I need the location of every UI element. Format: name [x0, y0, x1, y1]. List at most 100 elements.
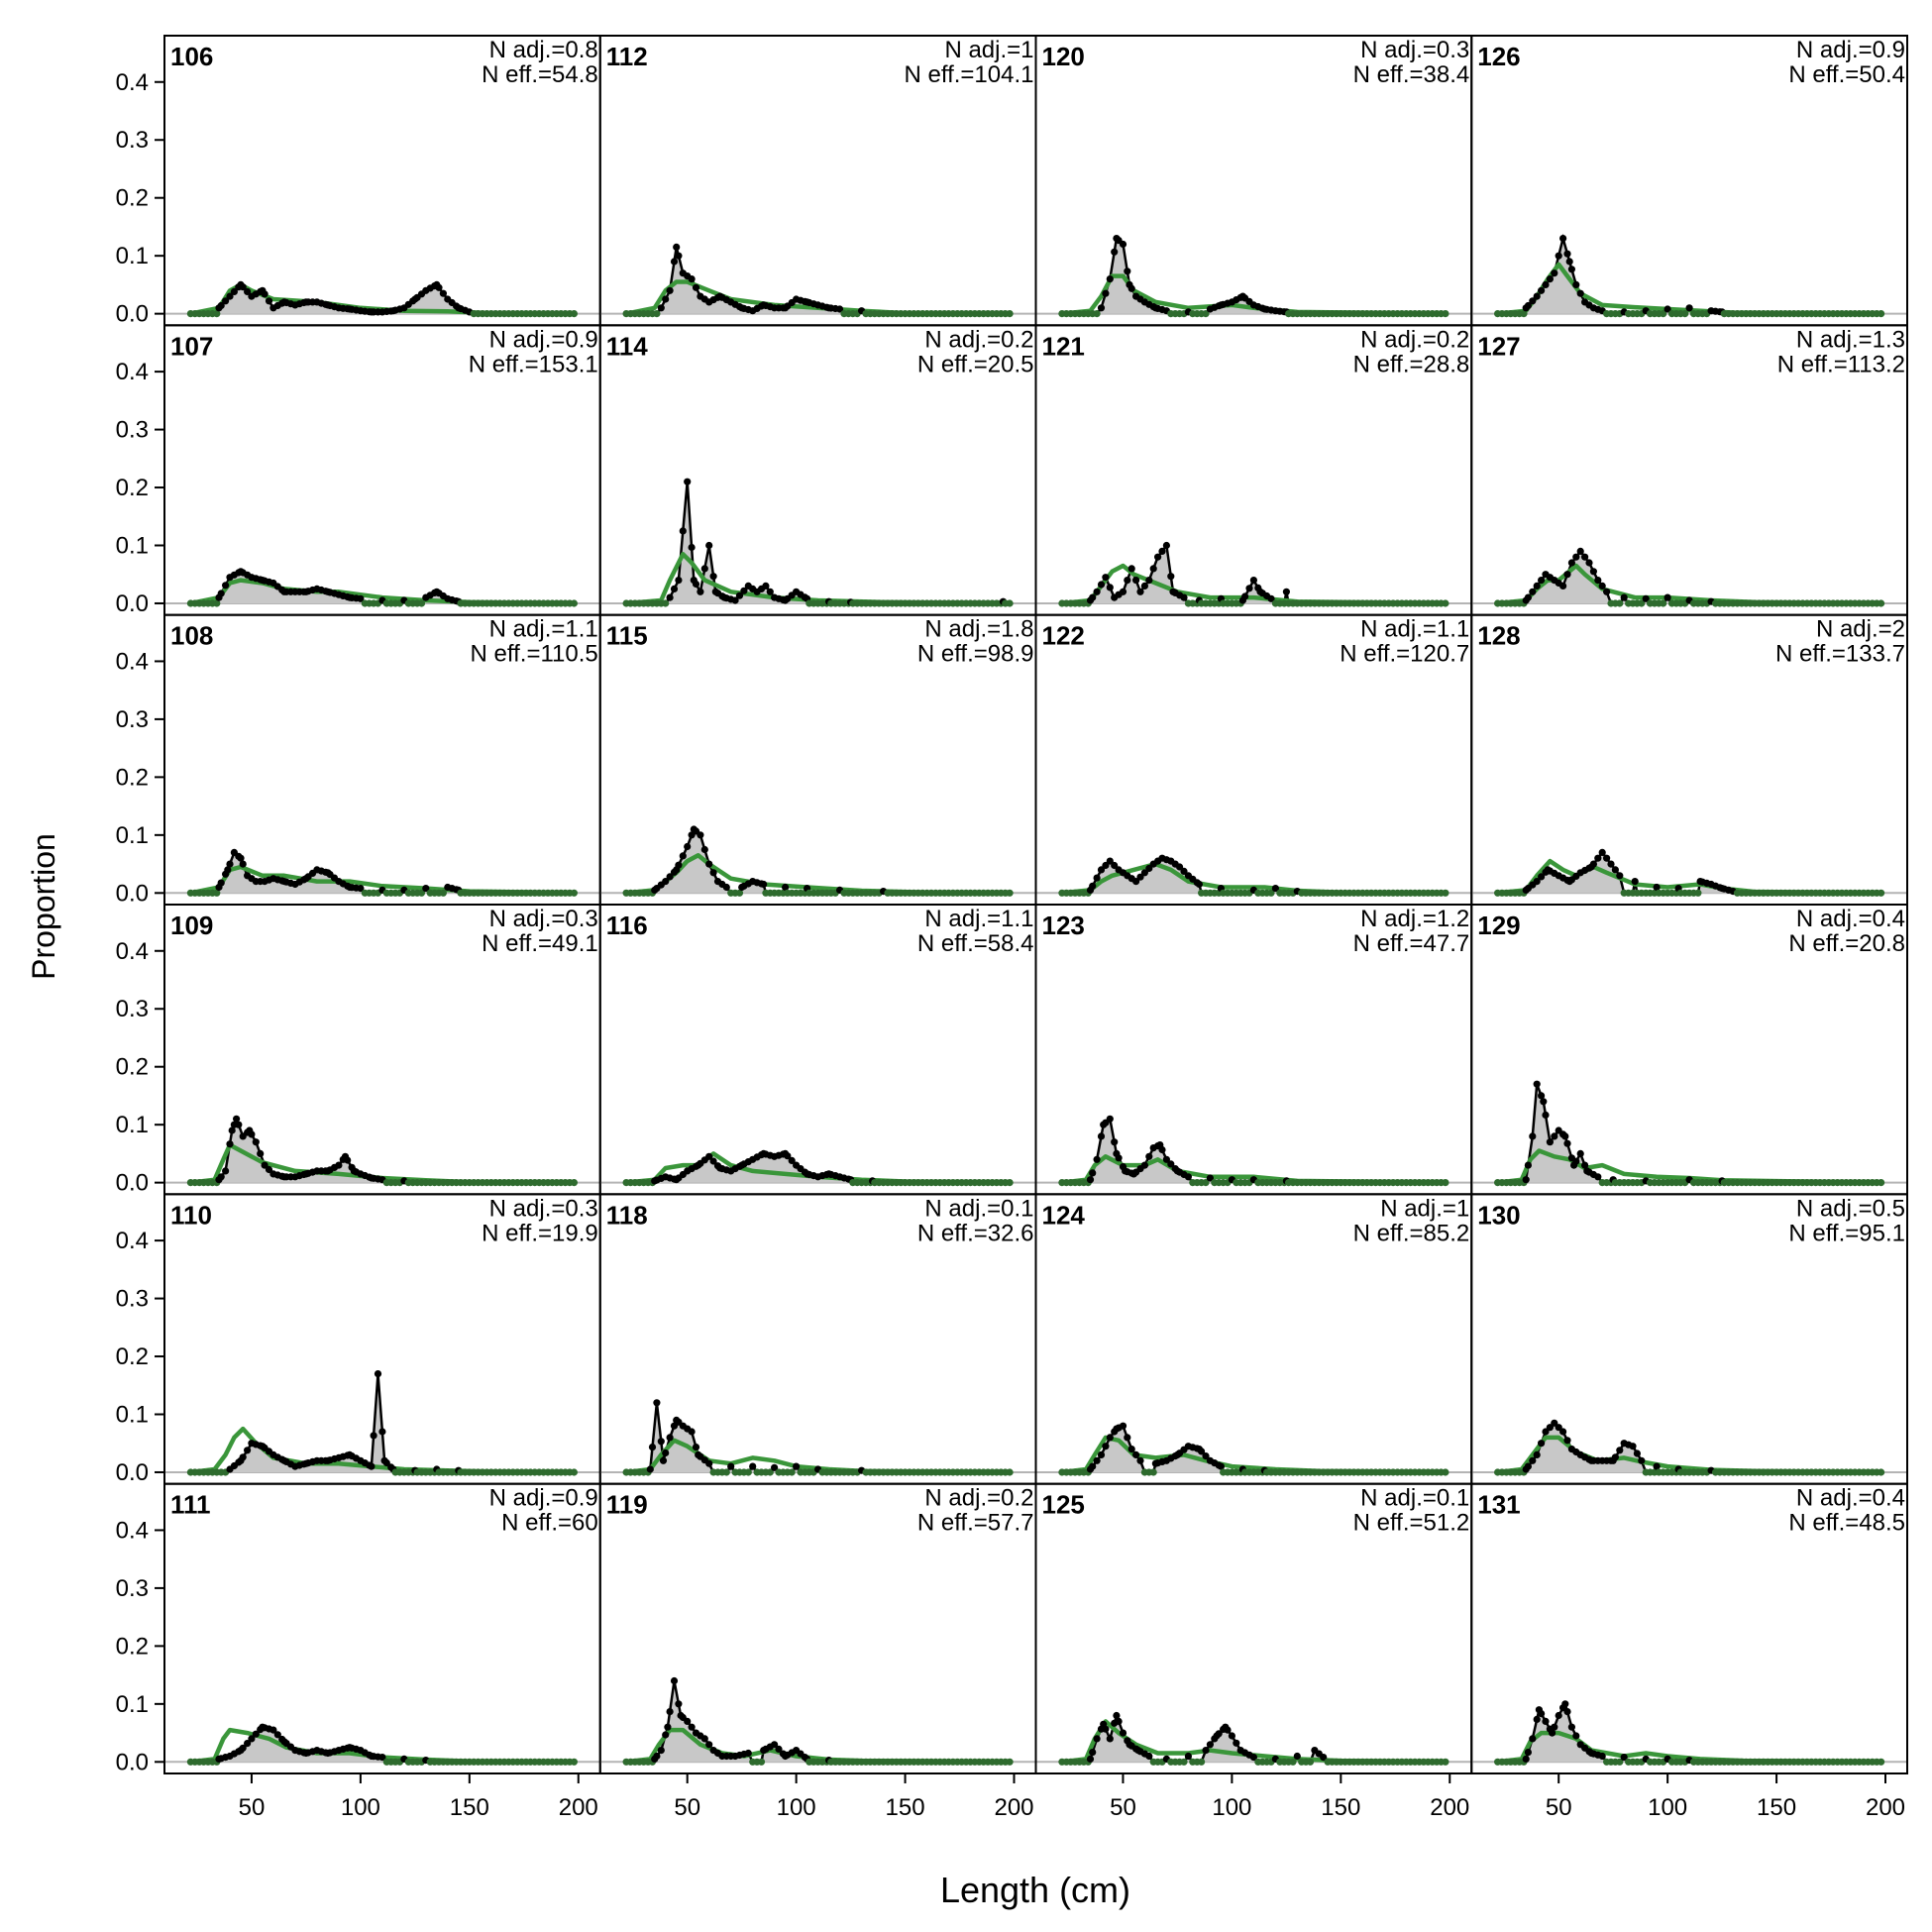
- observed-point: [1524, 1749, 1532, 1757]
- observed-point: [1551, 269, 1558, 277]
- observed-point: [217, 879, 225, 887]
- n-eff-label: N eff.=120.7: [1340, 641, 1469, 668]
- y-tick-label: 0.4: [116, 1517, 149, 1544]
- observed-point: [1180, 593, 1188, 601]
- observed-point: [1271, 885, 1279, 893]
- n-adj-label: N adj.=0.2: [924, 326, 1033, 353]
- observed-point: [1561, 1700, 1569, 1708]
- observed-point: [766, 1468, 774, 1476]
- n-eff-label: N eff.=28.8: [1353, 351, 1470, 377]
- observed-point: [1206, 1741, 1214, 1749]
- y-tick-label: 0.2: [116, 1343, 149, 1370]
- n-adj-label: N adj.=0.4: [1796, 1485, 1905, 1512]
- observed-point: [265, 297, 273, 305]
- observed-point: [1563, 1437, 1571, 1445]
- observed-point: [217, 590, 225, 597]
- observed-point: [1551, 1132, 1558, 1140]
- observed-point: [1878, 1758, 1885, 1766]
- panel-126: 126 N adj.=0.9N eff.=50.4: [1470, 35, 1908, 327]
- observed-point: [1167, 1160, 1175, 1168]
- panel-127: 127 N adj.=1.3N eff.=113.2: [1470, 324, 1908, 616]
- panel-title: 119: [606, 1490, 648, 1520]
- observed-point: [700, 1735, 708, 1743]
- observed-point: [664, 1723, 672, 1731]
- panel-title: 129: [1477, 911, 1520, 940]
- observed-point: [1585, 559, 1593, 567]
- x-tick-label: 100: [777, 1794, 816, 1821]
- n-eff-label: N eff.=32.6: [917, 1220, 1034, 1246]
- observed-area: [190, 1373, 575, 1472]
- y-tick-label: 0.1: [116, 822, 149, 849]
- observed-point: [1089, 1169, 1097, 1177]
- observed-point: [1113, 1711, 1121, 1720]
- observed-point: [692, 283, 700, 291]
- observed-point: [1633, 1449, 1641, 1457]
- expected-line: [1061, 1154, 1446, 1185]
- observed-point: [1542, 280, 1550, 288]
- x-axis-col-2: 50 100 150 200: [674, 1772, 1034, 1821]
- observed-point: [252, 1138, 260, 1146]
- panel-title: 116: [606, 911, 648, 940]
- observed-point: [670, 258, 679, 266]
- observed-point: [666, 873, 674, 881]
- observed-point: [1198, 1448, 1206, 1455]
- panel-title: 127: [1477, 331, 1520, 361]
- observed-point: [1878, 1468, 1885, 1476]
- observed-point: [378, 1754, 386, 1762]
- observed-point: [1136, 588, 1144, 595]
- n-eff-label: N eff.=110.5: [471, 641, 598, 668]
- y-axis-row-2: 0.0 0.1 0.2 0.3 0.4: [116, 359, 165, 617]
- observed-point: [744, 1749, 752, 1758]
- x-tick-label: 150: [450, 1794, 489, 1821]
- panel-title: 126: [1477, 42, 1520, 71]
- observed-point: [1102, 1725, 1110, 1733]
- panel-107: 107 N adj.=0.9N eff.=153.1: [163, 324, 601, 616]
- observed-area: [190, 1119, 575, 1183]
- observed-area: [626, 482, 1011, 603]
- observed-point: [762, 582, 770, 590]
- observed-point: [239, 860, 247, 868]
- observed-point: [684, 478, 692, 485]
- observed-point: [1089, 1462, 1097, 1470]
- observed-point: [1102, 574, 1110, 582]
- observed-point: [222, 297, 230, 305]
- observed-point: [735, 591, 744, 599]
- n-adj-label: N adj.=0.4: [1796, 906, 1905, 932]
- observed-point: [239, 283, 247, 291]
- observed-point: [662, 599, 670, 607]
- observed-area: [626, 829, 1011, 894]
- observed-point: [1442, 599, 1449, 607]
- panel-title: 108: [170, 621, 213, 651]
- observed-point: [261, 1161, 268, 1169]
- panel-122: 122 N adj.=1.1N eff.=120.7: [1034, 613, 1473, 907]
- observed-point: [1102, 289, 1110, 297]
- observed-point: [1442, 889, 1449, 897]
- observed-point: [662, 878, 670, 886]
- observed-point: [1576, 289, 1584, 297]
- observed-point: [1442, 310, 1449, 318]
- observed-point: [697, 831, 704, 839]
- y-tick-label: 0.0: [116, 301, 149, 328]
- observed-point: [230, 287, 238, 295]
- observed-point: [269, 1726, 277, 1734]
- observed-point: [439, 889, 447, 897]
- observed-point: [1132, 577, 1140, 585]
- observed-point: [374, 1370, 382, 1378]
- observed-point: [1206, 1174, 1214, 1182]
- observed-point: [1616, 1758, 1624, 1766]
- x-tick-label: 50: [674, 1794, 700, 1821]
- observed-point: [1086, 1755, 1095, 1763]
- observed-point: [237, 854, 245, 862]
- observed-point: [1106, 1434, 1114, 1442]
- y-tick-label: 0.4: [116, 359, 149, 385]
- observed-point: [217, 1173, 225, 1181]
- observed-point: [217, 301, 225, 310]
- observed-point: [417, 599, 426, 607]
- observed-point: [684, 842, 692, 851]
- observed-point: [788, 1156, 796, 1164]
- observed-point: [1097, 1450, 1106, 1458]
- observed-point: [697, 588, 704, 595]
- observed-point: [1524, 1462, 1532, 1470]
- observed-point: [1638, 599, 1646, 607]
- expected-line: [1061, 563, 1446, 606]
